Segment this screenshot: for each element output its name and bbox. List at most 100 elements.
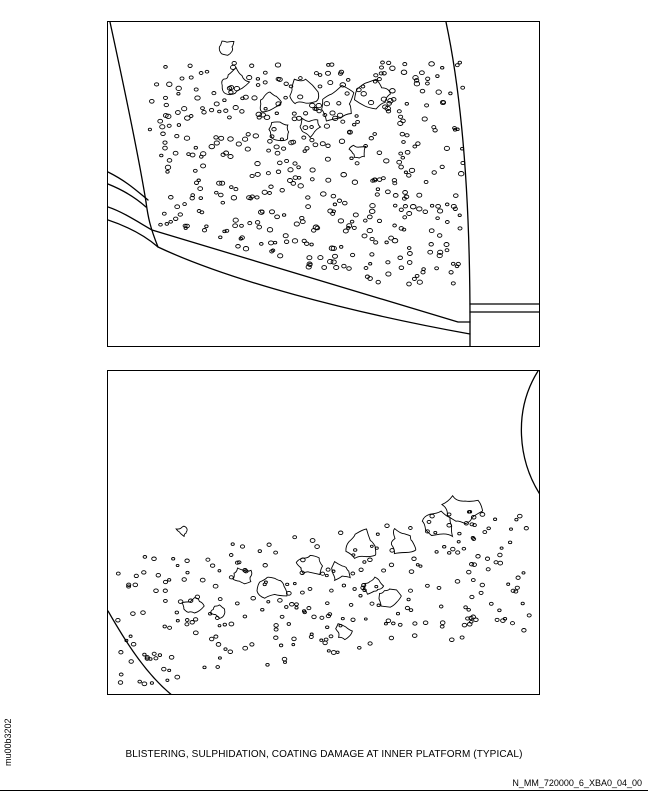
blister-dot xyxy=(166,158,173,163)
blister-dot xyxy=(242,136,249,142)
blister-dot xyxy=(372,132,377,136)
blister-dot xyxy=(319,615,325,620)
blister-dot xyxy=(415,141,421,146)
blister-dot xyxy=(457,531,462,536)
blister-dot xyxy=(448,270,454,275)
blister-dot xyxy=(199,210,205,215)
blister-dot xyxy=(403,194,410,200)
blister-dot xyxy=(439,620,446,626)
blister-dot xyxy=(316,108,322,114)
figure-reference-code: N_MM_720000_6_XBA0_04_00 xyxy=(512,778,642,788)
blister-dot xyxy=(190,193,195,198)
blister-dot xyxy=(222,229,227,234)
blister-dot xyxy=(314,225,321,231)
blister-dot xyxy=(255,83,261,87)
blister-dot xyxy=(381,568,387,573)
blister-dot xyxy=(478,590,484,595)
platform-drawing-bottom xyxy=(108,371,539,694)
blister-dot xyxy=(311,614,317,620)
blister-dot xyxy=(232,217,239,223)
sulphidation-patch xyxy=(321,84,355,122)
blister-dot xyxy=(368,208,376,215)
blister-dot xyxy=(181,577,187,582)
blister-dot xyxy=(233,187,239,192)
blister-dot xyxy=(425,76,431,81)
blister-dot xyxy=(471,562,477,567)
blister-dot xyxy=(486,526,491,531)
blister-dot xyxy=(266,227,274,233)
blister-dot xyxy=(375,532,380,536)
blister-dot xyxy=(198,196,204,200)
blister-dot xyxy=(329,62,335,67)
blister-dot xyxy=(514,517,519,522)
blister-dot xyxy=(239,235,245,240)
blister-dot xyxy=(389,88,396,94)
blister-dot xyxy=(382,104,389,110)
blister-dot xyxy=(301,238,307,244)
blister-dot xyxy=(420,270,426,275)
sulphidation-patch xyxy=(268,121,290,142)
blister-dot xyxy=(458,171,465,177)
blister-dot xyxy=(165,113,172,120)
blister-dot xyxy=(332,202,338,207)
blister-dot xyxy=(350,571,356,576)
blister-dot xyxy=(453,193,459,198)
blister-dot xyxy=(325,567,331,572)
blister-dot xyxy=(385,189,391,195)
blister-dot xyxy=(435,89,442,95)
blister-dot xyxy=(450,261,456,266)
sulphidation-patch xyxy=(295,554,324,576)
blister-dot xyxy=(500,618,506,623)
blister-dot xyxy=(217,656,222,660)
blister-dot xyxy=(201,228,208,233)
figure-caption: BLISTERING, SULPHIDATION, COATING DAMAGE… xyxy=(125,749,523,760)
blister-dot xyxy=(409,204,417,210)
blister-dot xyxy=(380,60,385,65)
blister-dot xyxy=(325,143,331,149)
blister-dot xyxy=(325,613,332,619)
blister-dot xyxy=(444,202,450,207)
blister-dot xyxy=(325,625,330,629)
blister-dot xyxy=(189,620,195,625)
blister-dot xyxy=(521,628,527,633)
blister-dot xyxy=(406,173,412,178)
blister-dot xyxy=(455,261,461,267)
blister-dot xyxy=(137,679,142,684)
blister-dot xyxy=(433,530,438,535)
blister-dot xyxy=(262,80,268,85)
blister-dot xyxy=(413,78,420,83)
blister-dot xyxy=(304,241,310,246)
sulphidation-patch xyxy=(289,78,320,105)
blister-dot xyxy=(436,585,442,590)
blister-dot xyxy=(325,70,331,76)
sulphidation-patch xyxy=(210,604,226,619)
blister-dot xyxy=(208,143,216,150)
blister-dot xyxy=(493,517,498,522)
blister-dot xyxy=(204,224,209,229)
blister-dot xyxy=(161,666,167,672)
blister-dot xyxy=(444,220,450,224)
blister-dot xyxy=(292,175,299,180)
blister-dot xyxy=(416,192,423,198)
blister-dot xyxy=(130,611,136,616)
blister-dot xyxy=(230,195,238,201)
blister-dot xyxy=(213,140,220,146)
blister-dot xyxy=(192,617,199,622)
blister-dot xyxy=(419,70,425,76)
blister-dot xyxy=(165,169,170,174)
blister-dot xyxy=(279,187,285,193)
blister-dot xyxy=(204,69,210,74)
blister-dot xyxy=(461,622,468,628)
blister-dot xyxy=(450,546,456,552)
blister-dot xyxy=(141,681,148,687)
blister-dot xyxy=(401,227,407,232)
blister-dot xyxy=(213,135,219,140)
blister-dot xyxy=(292,582,297,586)
blister-dot xyxy=(350,617,356,622)
blister-dot xyxy=(448,91,453,96)
blister-dot xyxy=(297,183,304,189)
illustration-panel-bottom xyxy=(107,370,540,695)
blister-dot xyxy=(397,255,403,261)
blister-dot xyxy=(397,622,403,627)
blister-dot xyxy=(345,78,351,82)
